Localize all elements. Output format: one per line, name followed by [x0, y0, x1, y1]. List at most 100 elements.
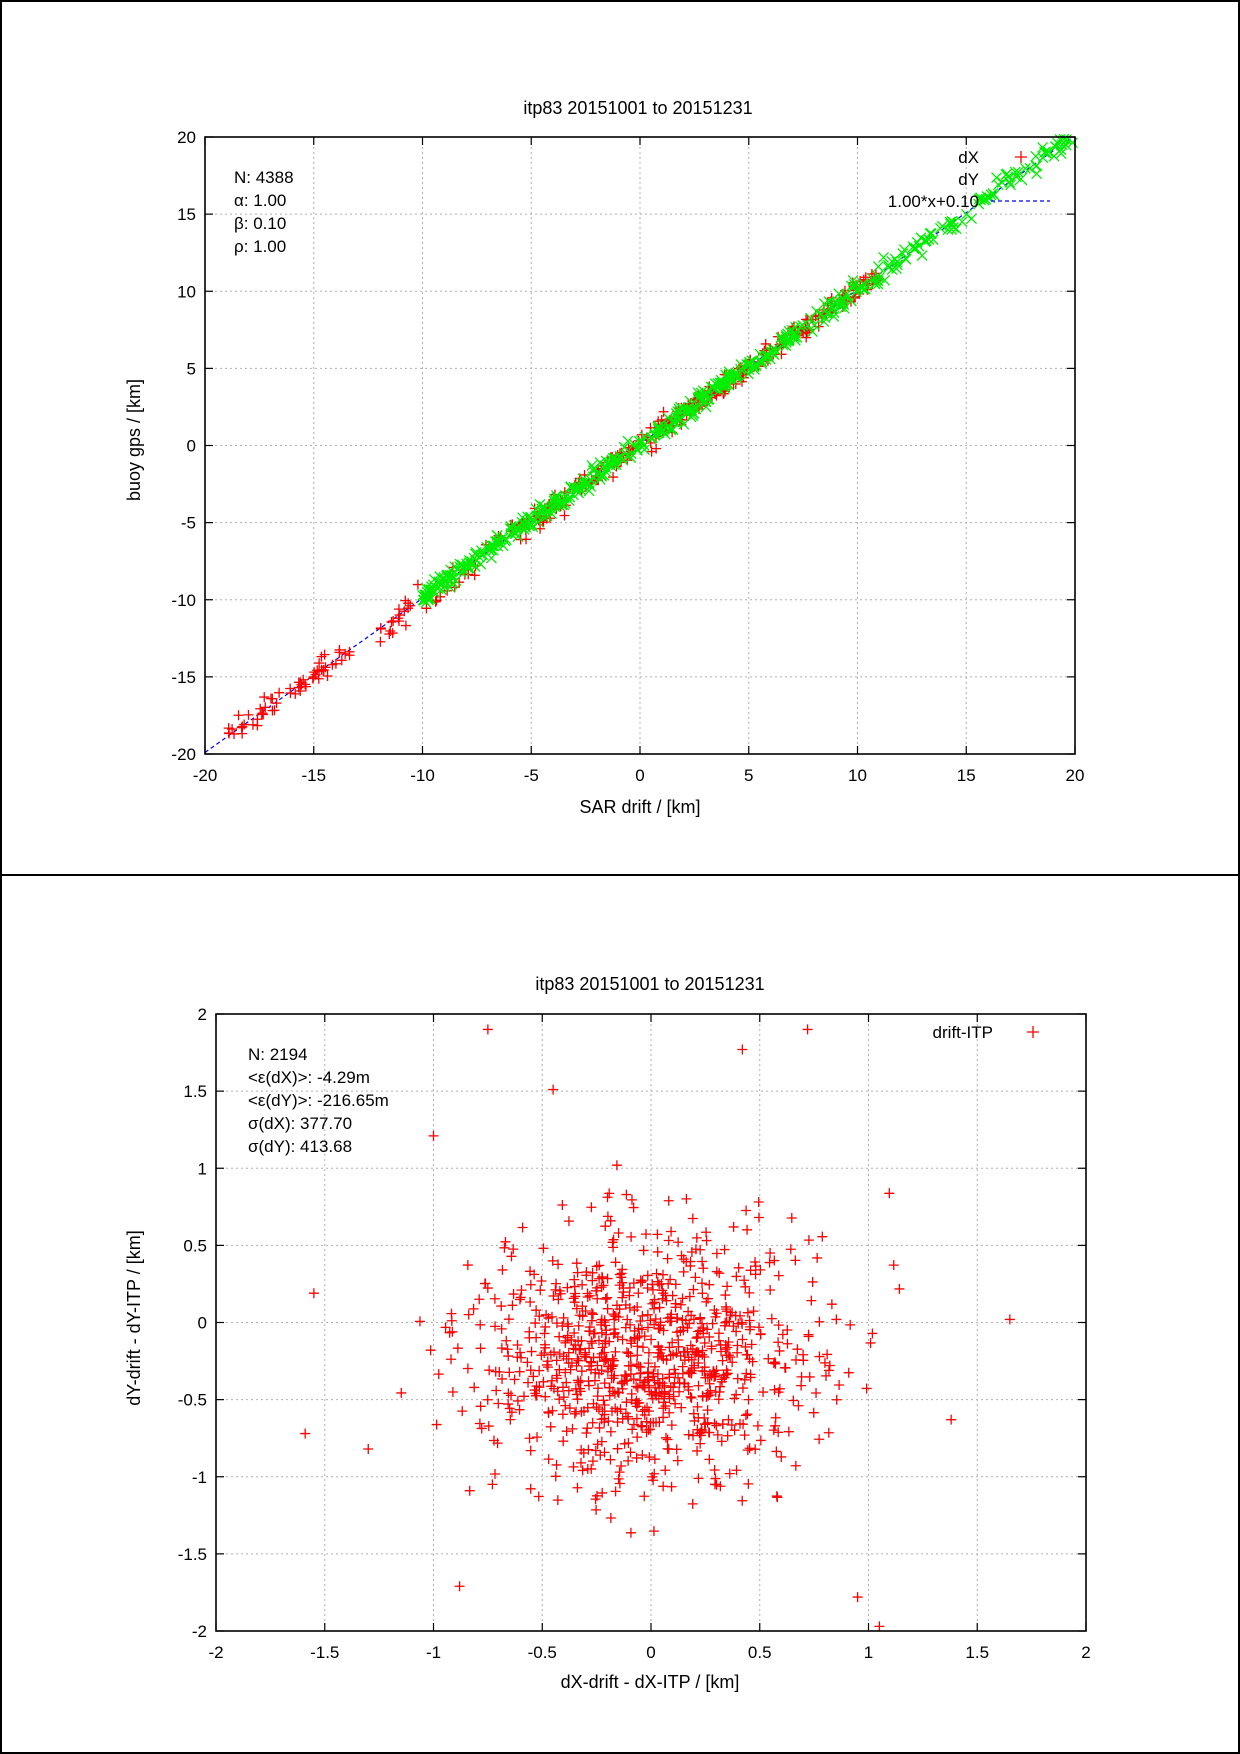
marker-drift-ITP — [602, 1303, 613, 1314]
marker-drift-ITP — [591, 1504, 602, 1515]
marker-drift-ITP — [515, 1292, 526, 1303]
marker-drift-ITP — [693, 1380, 704, 1391]
marker-dX — [375, 636, 386, 647]
x-tick-label: -0.5 — [528, 1643, 557, 1662]
marker-drift-ITP — [674, 1386, 685, 1397]
marker-drift-ITP — [530, 1388, 541, 1399]
marker-drift-ITP — [593, 1335, 604, 1346]
marker-drift-ITP — [742, 1224, 753, 1235]
marker-dY — [615, 451, 627, 463]
marker-drift-ITP — [773, 1270, 784, 1281]
marker-drift-ITP — [653, 1342, 664, 1353]
marker-drift-ITP — [608, 1309, 619, 1320]
marker-drift-ITP — [586, 1336, 597, 1347]
marker-drift-ITP — [724, 1468, 735, 1479]
marker-drift-ITP — [735, 1418, 746, 1429]
marker-drift-ITP — [697, 1256, 708, 1267]
marker-drift-ITP — [717, 1418, 728, 1429]
marker-drift-ITP — [639, 1377, 650, 1388]
marker-drift-ITP — [664, 1407, 675, 1418]
marker-drift-ITP — [548, 1291, 559, 1302]
marker-drift-ITP — [494, 1367, 505, 1378]
marker-drift-ITP — [773, 1337, 784, 1348]
marker-drift-ITP — [722, 1281, 733, 1292]
marker-drift-ITP — [613, 1227, 624, 1238]
marker-dX — [296, 679, 307, 690]
marker-dX — [252, 720, 263, 731]
marker-drift-ITP — [557, 1199, 568, 1210]
marker-dY — [762, 350, 774, 362]
marker-drift-ITP — [632, 1382, 643, 1393]
marker-drift-ITP — [865, 1337, 876, 1348]
marker-drift-ITP — [695, 1325, 706, 1336]
marker-drift-ITP — [571, 1303, 582, 1314]
marker-drift-ITP — [682, 1322, 693, 1333]
marker-drift-ITP — [660, 1465, 671, 1476]
marker-dX — [813, 321, 824, 332]
marker-drift-ITP — [462, 1260, 473, 1271]
marker-drift-ITP — [621, 1371, 632, 1382]
marker-drift-ITP — [414, 1316, 425, 1327]
marker-dY — [488, 540, 500, 552]
marker-dY — [639, 444, 651, 456]
marker-drift-ITP — [531, 1305, 542, 1316]
marker-dX — [310, 669, 321, 680]
marker-dX — [237, 728, 248, 739]
marker-drift-ITP — [691, 1333, 702, 1344]
marker-drift-ITP — [601, 1325, 612, 1336]
marker-drift-ITP — [686, 1310, 697, 1321]
marker-drift-ITP — [744, 1324, 755, 1335]
marker-drift-ITP — [670, 1398, 681, 1409]
marker-drift-ITP — [720, 1317, 731, 1328]
marker-drift-ITP — [572, 1353, 583, 1364]
marker-drift-ITP — [572, 1375, 583, 1386]
marker-drift-ITP — [692, 1445, 703, 1456]
marker-drift-ITP — [743, 1478, 754, 1489]
marker-drift-ITP — [790, 1255, 801, 1266]
marker-drift-ITP — [551, 1278, 562, 1289]
marker-drift-ITP — [740, 1341, 751, 1352]
marker-drift-ITP — [462, 1363, 473, 1374]
marker-drift-ITP — [823, 1427, 834, 1438]
marker-dY — [835, 301, 847, 313]
marker-dX — [386, 616, 397, 627]
marker-dY — [829, 297, 841, 309]
marker-drift-ITP — [640, 1229, 651, 1240]
marker-drift-ITP — [752, 1420, 763, 1431]
marker-drift-ITP — [600, 1336, 611, 1347]
marker-drift-ITP — [874, 1621, 885, 1632]
marker-drift-ITP — [720, 1344, 731, 1355]
marker-drift-ITP — [745, 1265, 756, 1276]
marker-drift-ITP — [596, 1436, 607, 1447]
marker-drift-ITP — [623, 1414, 634, 1425]
marker-drift-ITP — [785, 1244, 796, 1255]
marker-drift-ITP — [722, 1368, 733, 1379]
marker-dX — [399, 606, 410, 617]
marker-drift-ITP — [573, 1320, 584, 1331]
marker-drift-ITP — [753, 1322, 764, 1333]
marker-drift-ITP — [536, 1275, 547, 1286]
marker-dY — [924, 228, 936, 239]
marker-dY — [659, 428, 671, 440]
marker-drift-ITP — [717, 1355, 728, 1366]
marker-dY — [423, 594, 434, 606]
x-tick-label: 10 — [848, 766, 867, 785]
marker-drift-ITP — [615, 1404, 626, 1415]
marker-dX — [559, 510, 570, 521]
marker-drift-ITP — [793, 1400, 804, 1411]
y-tick-label: -0.5 — [178, 1391, 207, 1410]
marker-drift-ITP — [737, 1383, 748, 1394]
marker-drift-ITP — [618, 1287, 629, 1298]
marker-drift-ITP — [507, 1300, 518, 1311]
marker-drift-ITP — [600, 1320, 611, 1331]
marker-drift-ITP — [577, 1311, 588, 1322]
marker-dY — [848, 279, 860, 290]
marker-drift-ITP — [614, 1478, 625, 1489]
marker-drift-ITP — [782, 1324, 793, 1335]
marker-drift-ITP — [504, 1403, 515, 1414]
marker-drift-ITP — [482, 1024, 493, 1035]
marker-drift-ITP — [638, 1245, 649, 1256]
marker-drift-ITP — [599, 1447, 610, 1458]
marker-drift-ITP — [571, 1258, 582, 1269]
marker-drift-ITP — [587, 1417, 598, 1428]
